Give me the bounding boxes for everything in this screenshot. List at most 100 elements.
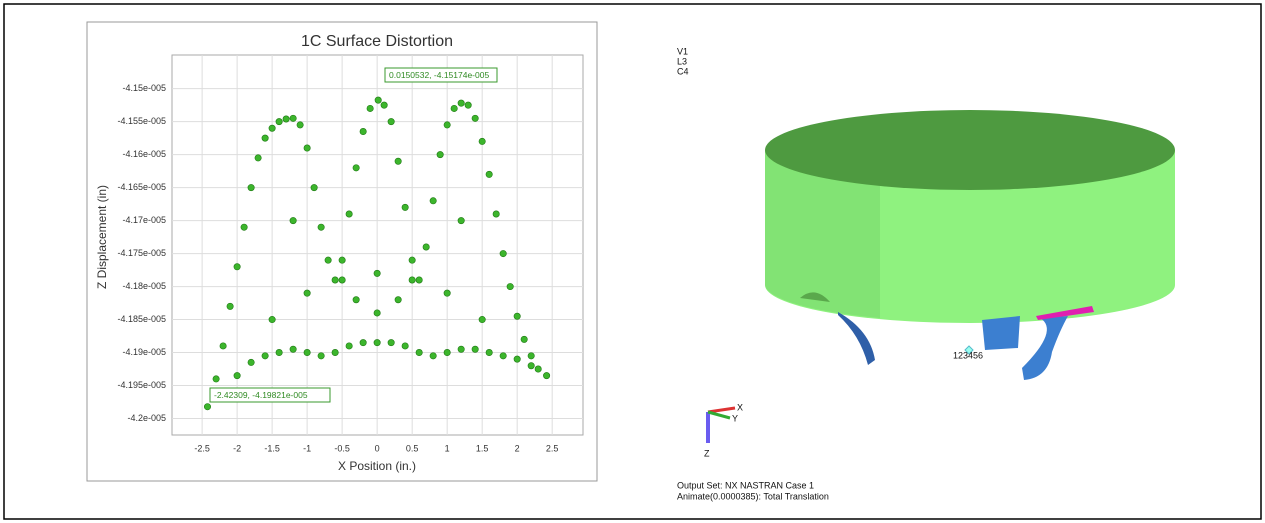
annotation: 0.0150532, -4.15174e-005 [389, 70, 489, 80]
y-tick-label: -4.19e-005 [122, 347, 166, 357]
output-set: Output Set: NX NASTRAN Case 1 [677, 480, 814, 490]
point [318, 224, 324, 230]
point [493, 211, 499, 217]
point [374, 270, 380, 276]
point [388, 118, 394, 124]
point [416, 277, 422, 283]
y-tick-label: -4.175e-005 [117, 248, 166, 258]
axis-x [708, 408, 735, 412]
point [262, 135, 268, 141]
x-tick-label: -0.5 [334, 443, 350, 453]
point [318, 353, 324, 359]
axis-y [708, 412, 730, 418]
y-tick-label: -4.165e-005 [117, 182, 166, 192]
point [304, 290, 310, 296]
axis-label: Y [732, 413, 738, 423]
point [269, 316, 275, 322]
point [290, 346, 296, 352]
node-label: 123456 [953, 350, 983, 360]
point [528, 353, 534, 359]
point [465, 102, 471, 108]
x-tick-label: -2.5 [194, 443, 210, 453]
x-tick-label: -2 [233, 443, 241, 453]
point [241, 224, 247, 230]
point [430, 353, 436, 359]
point [360, 339, 366, 345]
x-tick-label: -1 [303, 443, 311, 453]
point [451, 105, 457, 111]
point [374, 310, 380, 316]
point [528, 363, 534, 369]
point [479, 138, 485, 144]
point [507, 283, 513, 289]
point [444, 349, 450, 355]
point [276, 118, 282, 124]
point [248, 184, 254, 190]
point [339, 257, 345, 263]
point [283, 116, 289, 122]
point [543, 372, 549, 378]
y-tick-label: -4.155e-005 [117, 116, 166, 126]
view-info: L3 [677, 56, 687, 66]
point [402, 343, 408, 349]
point [416, 349, 422, 355]
y-tick-label: -4.2e-005 [127, 413, 166, 423]
cylinder-top [765, 110, 1175, 190]
point [423, 244, 429, 250]
y-tick-label: -4.185e-005 [117, 314, 166, 324]
y-tick-label: -4.17e-005 [122, 215, 166, 225]
bracket-mid [982, 316, 1020, 350]
axis-label: Z [704, 448, 710, 458]
point [381, 102, 387, 108]
point [430, 198, 436, 204]
point [332, 349, 338, 355]
point [486, 171, 492, 177]
point [375, 97, 381, 103]
point [458, 346, 464, 352]
model-view [708, 110, 1175, 443]
view-info: C4 [677, 66, 689, 76]
x-tick-label: 2 [515, 443, 520, 453]
point [500, 250, 506, 256]
point [213, 376, 219, 382]
point [234, 372, 240, 378]
y-tick-label: -4.195e-005 [117, 380, 166, 390]
point [444, 290, 450, 296]
point [227, 303, 233, 309]
point [472, 346, 478, 352]
view-info: V1 [677, 46, 688, 56]
point [262, 353, 268, 359]
point [248, 359, 254, 365]
point [514, 313, 520, 319]
point [402, 204, 408, 210]
point [458, 100, 464, 106]
point [486, 349, 492, 355]
point [388, 339, 394, 345]
point [500, 353, 506, 359]
point [521, 336, 527, 342]
point [234, 264, 240, 270]
x-tick-label: 0.5 [406, 443, 419, 453]
y-tick-label: -4.15e-005 [122, 83, 166, 93]
point [297, 122, 303, 128]
bracket-left [838, 312, 875, 365]
x-tick-label: 2.5 [546, 443, 559, 453]
point [304, 349, 310, 355]
chart-title: 1C Surface Distortion [301, 33, 453, 50]
point [276, 349, 282, 355]
point [346, 343, 352, 349]
screen: 1C Surface Distortion X Position (in.) Z… [0, 0, 1265, 523]
point [269, 125, 275, 131]
x-tick-label: 1.5 [476, 443, 489, 453]
point [409, 277, 415, 283]
x-axis-label: X Position (in.) [338, 459, 416, 473]
y-tick-label: -4.16e-005 [122, 149, 166, 159]
y-axis-label: Z Displacement (in) [95, 185, 109, 289]
point [535, 366, 541, 372]
y-tick-label: -4.18e-005 [122, 281, 166, 291]
point [472, 115, 478, 121]
point [479, 316, 485, 322]
x-tick-label: -1.5 [264, 443, 280, 453]
point [204, 403, 210, 409]
axis-label: X [737, 402, 743, 412]
